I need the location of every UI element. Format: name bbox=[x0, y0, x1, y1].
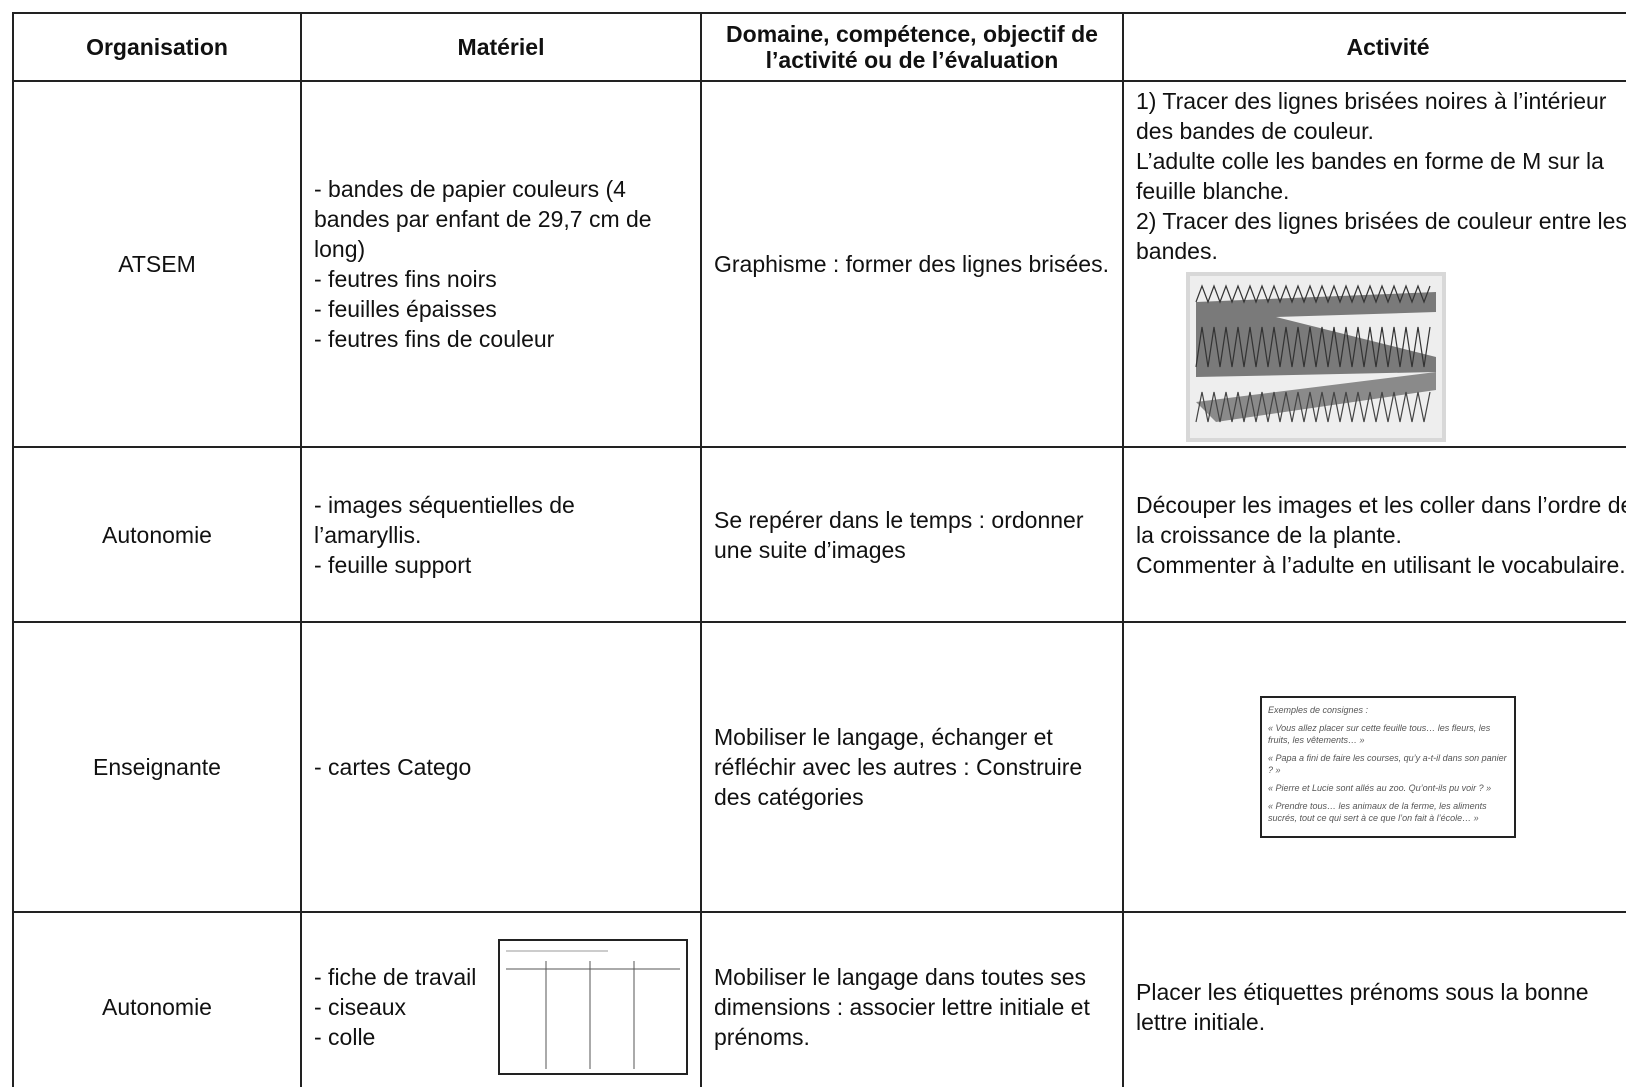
text-line: Exemples de consignes : bbox=[1268, 705, 1369, 715]
table-body: ATSEM - bandes de papier couleurs (4 band… bbox=[12, 80, 1626, 1087]
column-header: Matériel bbox=[300, 12, 702, 82]
text-line: L’adulte colle les bandes en forme de M … bbox=[1136, 148, 1604, 204]
column-header: Organisation bbox=[12, 12, 302, 82]
organisation-cell: Enseignante bbox=[12, 621, 302, 913]
table-row: Autonomie - images séquentielles de l’ama… bbox=[12, 446, 1626, 623]
text-line: - colle bbox=[314, 1024, 376, 1050]
text-line: « Prendre tous… les animaux de la ferme,… bbox=[1268, 801, 1487, 823]
text-line: - cartes Catego bbox=[314, 754, 472, 780]
text-line: - fiche de travail bbox=[314, 964, 477, 990]
materiel-cell: - cartes Catego bbox=[300, 621, 702, 913]
text-line: - bandes de papier couleurs (4 bandes pa… bbox=[314, 176, 652, 262]
domaine-cell: Mobiliser le langage, échanger et réfléc… bbox=[700, 621, 1124, 913]
text-line: « Pierre et Lucie sont allés au zoo. Qu’… bbox=[1268, 783, 1492, 793]
activite-cell: Découper les images et les coller dans l… bbox=[1122, 446, 1626, 623]
text-line: - feuille support bbox=[314, 551, 472, 578]
text-line: - feuilles épaisses bbox=[314, 296, 497, 322]
worksheet-thumbnail bbox=[498, 939, 688, 1075]
domaine-cell: Mobiliser le langage dans toutes ses dim… bbox=[700, 911, 1124, 1087]
organisation-cell: ATSEM bbox=[12, 80, 302, 448]
photo-zigzag bbox=[1186, 272, 1446, 442]
text-line: Commenter à l’adulte en utilisant le voc… bbox=[1136, 551, 1626, 578]
text-line: - feutres fins noirs bbox=[314, 266, 497, 292]
organisation-cell: Autonomie bbox=[12, 911, 302, 1087]
text-line: - ciseaux bbox=[314, 994, 407, 1020]
activite-cell: Exemples de consignes : « Vous allez plac… bbox=[1122, 621, 1626, 913]
column-header: Domaine, compétence, objectif de l’activ… bbox=[700, 12, 1124, 82]
text-line: « Papa a fini de faire les courses, qu’y… bbox=[1268, 753, 1507, 775]
materiel-cell: - bandes de papier couleurs (4 bandes pa… bbox=[300, 80, 702, 448]
activite-cell: 1) Tracer des lignes brisées noires à l’… bbox=[1122, 80, 1626, 448]
text-line: Placer les étiquettes prénoms sous la bo… bbox=[1136, 979, 1589, 1035]
column-header: Activité bbox=[1122, 12, 1626, 82]
text-line: - feutres fins de couleur bbox=[314, 326, 555, 352]
consignes-box: Exemples de consignes : « Vous allez plac… bbox=[1260, 696, 1516, 838]
materiel-cell: - fiche de travail - ciseaux - colle bbox=[300, 911, 702, 1087]
header-row: Organisation Matériel Domaine, compétence,… bbox=[12, 12, 1626, 82]
domaine-cell: Graphisme : former des lignes brisées. bbox=[700, 80, 1124, 448]
activity-table: Organisation Matériel Domaine, compétence,… bbox=[12, 12, 1626, 1087]
document: Organisation Matériel Domaine, compétence,… bbox=[12, 12, 1626, 1087]
text-line: « Vous allez placer sur cette feuille to… bbox=[1268, 723, 1491, 745]
text-line: 1) Tracer des lignes brisées noires à l’… bbox=[1136, 88, 1607, 144]
text-line: - images séquentielles de l’amaryllis. bbox=[314, 491, 575, 548]
table-row: Autonomie - fiche de travail - ciseaux - co… bbox=[12, 911, 1626, 1087]
text-line: Découper les images et les coller dans l… bbox=[1136, 491, 1626, 548]
text-line: 2) Tracer des lignes brisées de couleur … bbox=[1136, 208, 1626, 264]
materiel-flex: - fiche de travail - ciseaux - colle bbox=[314, 939, 688, 1075]
table-row: Enseignante - cartes Catego Mobiliser le l… bbox=[12, 621, 1626, 913]
materiel-list: - fiche de travail - ciseaux - colle bbox=[314, 962, 476, 1052]
activite-cell: Placer les étiquettes prénoms sous la bo… bbox=[1122, 911, 1626, 1087]
materiel-cell: - images séquentielles de l’amaryllis. - … bbox=[300, 446, 702, 623]
domaine-cell: Se repérer dans le temps : ordonner une … bbox=[700, 446, 1124, 623]
organisation-cell: Autonomie bbox=[12, 446, 302, 623]
table-row: ATSEM - bandes de papier couleurs (4 band… bbox=[12, 80, 1626, 448]
